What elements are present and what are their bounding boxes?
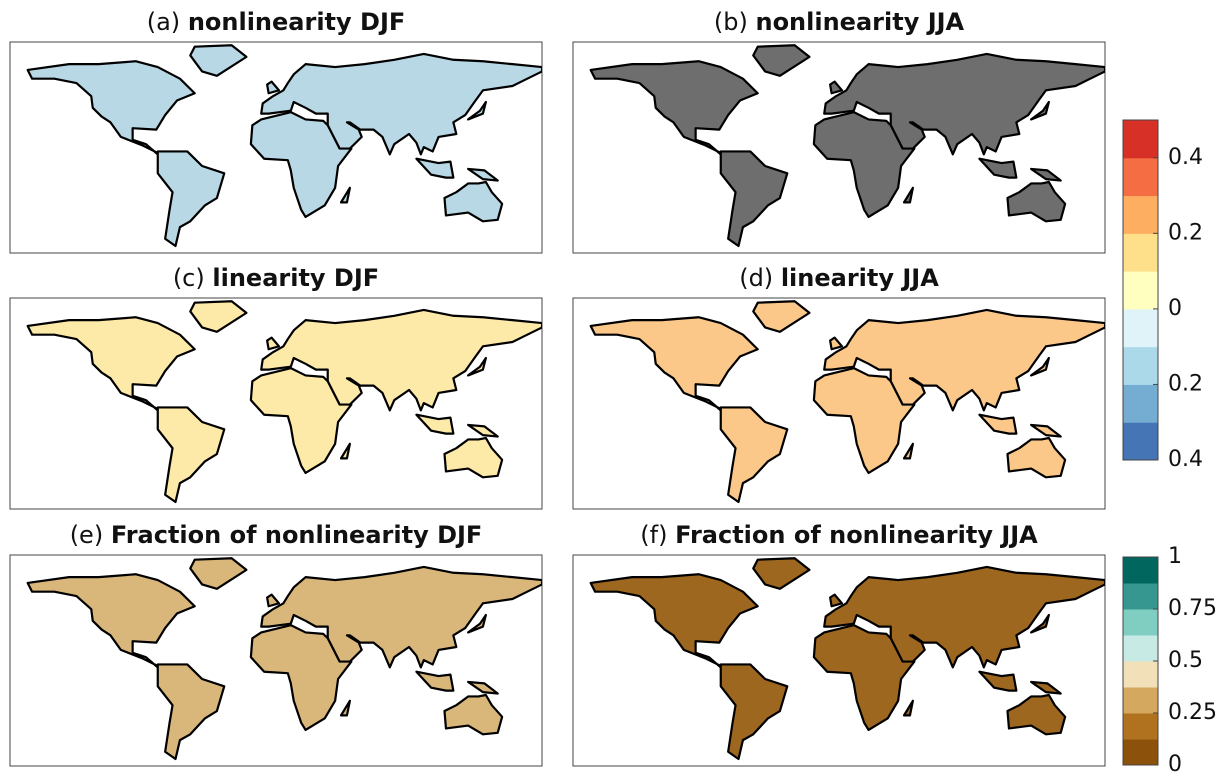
colorbar-band <box>1123 557 1158 584</box>
colorbar-band <box>1123 422 1158 460</box>
panel-title: (d) linearity JJA <box>739 264 939 292</box>
panel-label: (b) <box>714 8 748 36</box>
colorbar-band <box>1123 713 1158 740</box>
colorbar-tick-label: 0.4 <box>1168 447 1203 472</box>
colorbar-band <box>1123 384 1158 422</box>
panel-title-text: nonlinearity DJF <box>188 8 405 36</box>
colorbar-band <box>1123 233 1158 271</box>
colorbars: 0.4 0.2 0 0.2 0.4 1 0.75 0.5 0.25 0 <box>1123 120 1217 775</box>
colorbar-tick-label: 0 <box>1168 296 1182 321</box>
colorbar-band <box>1123 635 1158 662</box>
colorbar-band <box>1123 347 1158 385</box>
panel-title-text: Fraction of nonlinearity JJA <box>675 521 1038 549</box>
panel-label: (a) <box>147 8 180 36</box>
colorbar-tick-label: 0.2 <box>1168 371 1203 396</box>
colorbar-band <box>1123 196 1158 234</box>
panel-label: (f) <box>640 521 667 549</box>
map-panel: (a) nonlinearity DJF <box>10 8 542 253</box>
colorbar-tick-label: 1 <box>1168 544 1182 569</box>
colorbar-tick-label: 0.5 <box>1168 648 1203 673</box>
colorbar: 1 0.75 0.5 0.25 0 <box>1123 544 1217 775</box>
figure: (a) nonlinearity DJF (b) nonlinearity JJA… <box>0 0 1228 775</box>
colorbar-band <box>1123 271 1158 309</box>
colorbar-tick-label: 0 <box>1168 752 1182 775</box>
panel-label: (e) <box>70 521 104 549</box>
panel-title: (e) Fraction of nonlinearity DJF <box>70 521 483 549</box>
colorbar-tick-label: 0.2 <box>1168 220 1203 245</box>
colorbar-tick-label: 0.4 <box>1168 145 1203 170</box>
colorbar-band <box>1123 661 1158 688</box>
panel-title-text: nonlinearity JJA <box>755 8 964 36</box>
colorbar-band <box>1123 120 1158 158</box>
colorbar: 0.4 0.2 0 0.2 0.4 <box>1123 120 1203 472</box>
colorbar-tick-label: 0.75 <box>1168 596 1217 621</box>
panel-label: (d) <box>739 264 773 292</box>
panels: (a) nonlinearity DJF (b) nonlinearity JJA… <box>10 8 1105 766</box>
colorbar-band <box>1123 739 1158 766</box>
panel-title: (a) nonlinearity DJF <box>147 8 406 36</box>
panel-title: (f) Fraction of nonlinearity JJA <box>640 521 1038 549</box>
map-panel: (f) Fraction of nonlinearity JJA <box>573 521 1105 766</box>
panel-title: (b) nonlinearity JJA <box>714 8 965 36</box>
panel-title-text: Fraction of nonlinearity DJF <box>111 521 482 549</box>
map-panel: (e) Fraction of nonlinearity DJF <box>10 521 542 766</box>
map-panel: (b) nonlinearity JJA <box>573 8 1105 253</box>
colorbar-band <box>1123 309 1158 347</box>
colorbar-band <box>1123 583 1158 610</box>
panel-title: (c) linearity DJF <box>173 264 379 292</box>
panel-title-text: linearity JJA <box>781 264 939 292</box>
panel-title-text: linearity DJF <box>212 264 379 292</box>
colorbar-tick-label: 0.25 <box>1168 700 1217 725</box>
page: (a) nonlinearity DJF (b) nonlinearity JJA… <box>0 0 1228 779</box>
colorbar-band <box>1123 609 1158 636</box>
colorbar-band <box>1123 687 1158 714</box>
colorbar-band <box>1123 158 1158 196</box>
map-panel: (d) linearity JJA <box>573 264 1105 509</box>
panel-label: (c) <box>173 264 205 292</box>
map-panel: (c) linearity DJF <box>10 264 542 509</box>
